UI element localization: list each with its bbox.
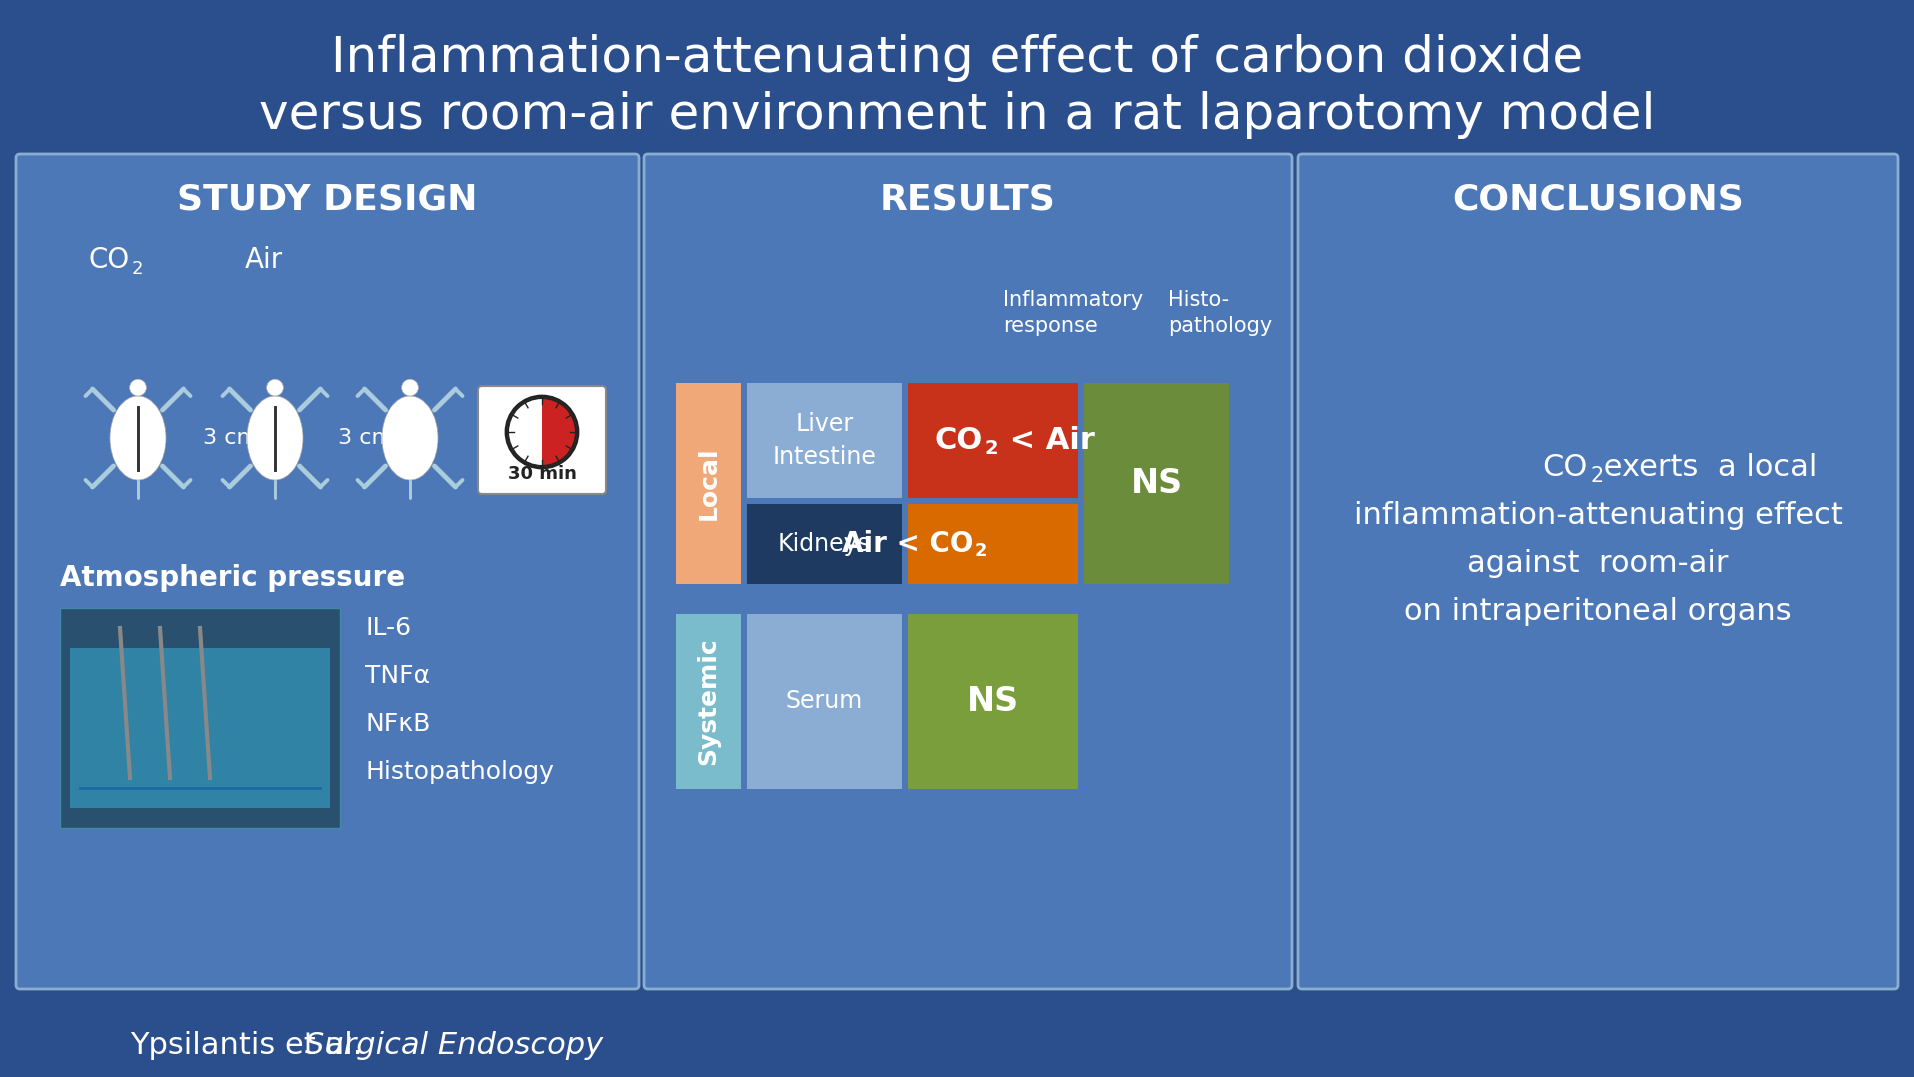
FancyBboxPatch shape xyxy=(1298,154,1899,989)
Text: Systemic: Systemic xyxy=(697,638,720,766)
Text: CO: CO xyxy=(88,246,130,274)
Ellipse shape xyxy=(402,379,419,396)
Text: NFκB: NFκB xyxy=(366,712,431,736)
Text: 3 cm: 3 cm xyxy=(203,428,258,448)
Bar xyxy=(1083,383,1229,584)
Text: Local: Local xyxy=(697,447,720,520)
Bar xyxy=(907,504,1078,584)
Text: versus room-air environment in a rat laparotomy model: versus room-air environment in a rat lap… xyxy=(258,90,1656,139)
Text: 3 cm: 3 cm xyxy=(339,428,392,448)
Text: Atmospheric pressure: Atmospheric pressure xyxy=(59,564,406,592)
Bar xyxy=(907,614,1078,789)
Text: Surgical Endoscopy: Surgical Endoscopy xyxy=(304,1031,603,1060)
Text: 2: 2 xyxy=(1591,466,1604,486)
Text: Histopathology: Histopathology xyxy=(366,760,553,784)
Text: Ypsilantis et al.: Ypsilantis et al. xyxy=(130,1031,371,1060)
Text: IL-6: IL-6 xyxy=(366,616,412,640)
Text: RESULTS: RESULTS xyxy=(880,183,1057,216)
Text: Inflammation-attenuating effect of carbon dioxide: Inflammation-attenuating effect of carbo… xyxy=(331,34,1583,82)
Text: Kidneys: Kidneys xyxy=(777,532,871,556)
Text: on intraperitoneal organs: on intraperitoneal organs xyxy=(1405,598,1792,627)
Bar xyxy=(71,648,329,808)
Text: TNFα: TNFα xyxy=(366,665,431,688)
Text: Liver
Intestine: Liver Intestine xyxy=(773,411,877,470)
FancyBboxPatch shape xyxy=(15,154,639,989)
Wedge shape xyxy=(542,398,576,466)
Text: exerts  a local: exerts a local xyxy=(1594,453,1818,482)
FancyBboxPatch shape xyxy=(478,386,607,494)
Bar xyxy=(676,383,741,584)
Text: CO: CO xyxy=(1543,453,1589,482)
Text: against  room-air: against room-air xyxy=(1468,549,1728,578)
Ellipse shape xyxy=(383,396,438,480)
Bar xyxy=(907,383,1078,498)
Text: 30 min: 30 min xyxy=(507,465,576,482)
Text: CO: CO xyxy=(934,426,984,454)
Text: Inflammatory
response: Inflammatory response xyxy=(1003,290,1143,336)
Text: NS: NS xyxy=(1131,467,1183,500)
Text: Air < CO: Air < CO xyxy=(842,530,972,558)
Text: < Air: < Air xyxy=(999,426,1095,454)
Text: 2: 2 xyxy=(986,439,999,458)
Ellipse shape xyxy=(109,396,167,480)
Bar xyxy=(746,504,901,584)
Text: STUDY DESIGN: STUDY DESIGN xyxy=(178,183,478,216)
Bar xyxy=(746,383,901,498)
Text: 2: 2 xyxy=(974,542,988,560)
Circle shape xyxy=(505,396,578,468)
FancyBboxPatch shape xyxy=(643,154,1292,989)
Text: inflammation-attenuating effect: inflammation-attenuating effect xyxy=(1353,502,1843,531)
Text: CONCLUSIONS: CONCLUSIONS xyxy=(1453,183,1744,216)
Text: Serum: Serum xyxy=(787,689,863,713)
Text: 2: 2 xyxy=(132,260,144,278)
Text: NS: NS xyxy=(967,685,1018,718)
Ellipse shape xyxy=(266,379,283,396)
Ellipse shape xyxy=(247,396,302,480)
Text: Air: Air xyxy=(245,246,283,274)
Ellipse shape xyxy=(130,379,145,396)
Bar xyxy=(59,609,341,828)
Bar xyxy=(676,614,741,789)
Bar xyxy=(746,614,901,789)
Text: Histo-
pathology: Histo- pathology xyxy=(1168,290,1273,336)
